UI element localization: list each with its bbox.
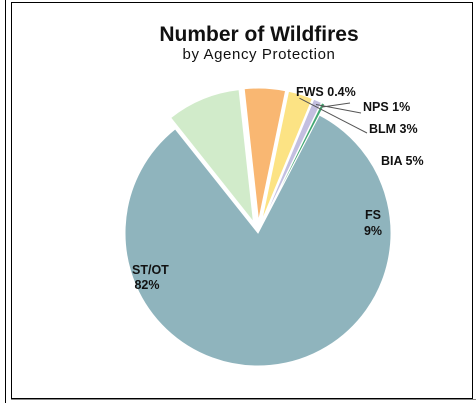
slice-label-fws: FWS 0.4% — [296, 85, 356, 99]
pie-slice-blm — [261, 90, 314, 222]
slice-label-nps: NPS 1% — [363, 100, 410, 114]
slice-label-blm: BLM 3% — [369, 122, 418, 136]
leader-line-fws — [321, 102, 351, 108]
bottom-rule — [11, 399, 476, 400]
leader-line-blm — [299, 97, 368, 134]
pie-slice-fws — [262, 102, 326, 223]
pie-slice-bia — [243, 87, 287, 222]
chart-subtitle: by Agency Protection — [183, 46, 336, 63]
slice-label-st-ot: ST/OT — [132, 263, 169, 277]
slice-label-bia: BIA 5% — [381, 154, 424, 168]
slice-pct-fs: 9% — [364, 224, 382, 238]
pie-slice-st-ot — [124, 114, 392, 367]
leader-line-nps — [315, 103, 362, 114]
slice-label-fs: FS — [365, 208, 381, 222]
pie-chart: Number of Wildfires by Agency Protection… — [124, 23, 424, 367]
chart-frame: Number of Wildfires by Agency Protection… — [11, 2, 473, 399]
leader-lines — [299, 97, 368, 134]
pie-slices — [124, 87, 392, 367]
pie-slice-fs — [169, 89, 255, 224]
chart-title: Number of Wildfires — [159, 23, 358, 46]
left-edge-line — [5, 0, 6, 403]
pie-slice-nps — [262, 98, 323, 223]
slice-pct-st-ot: 82% — [134, 278, 159, 292]
